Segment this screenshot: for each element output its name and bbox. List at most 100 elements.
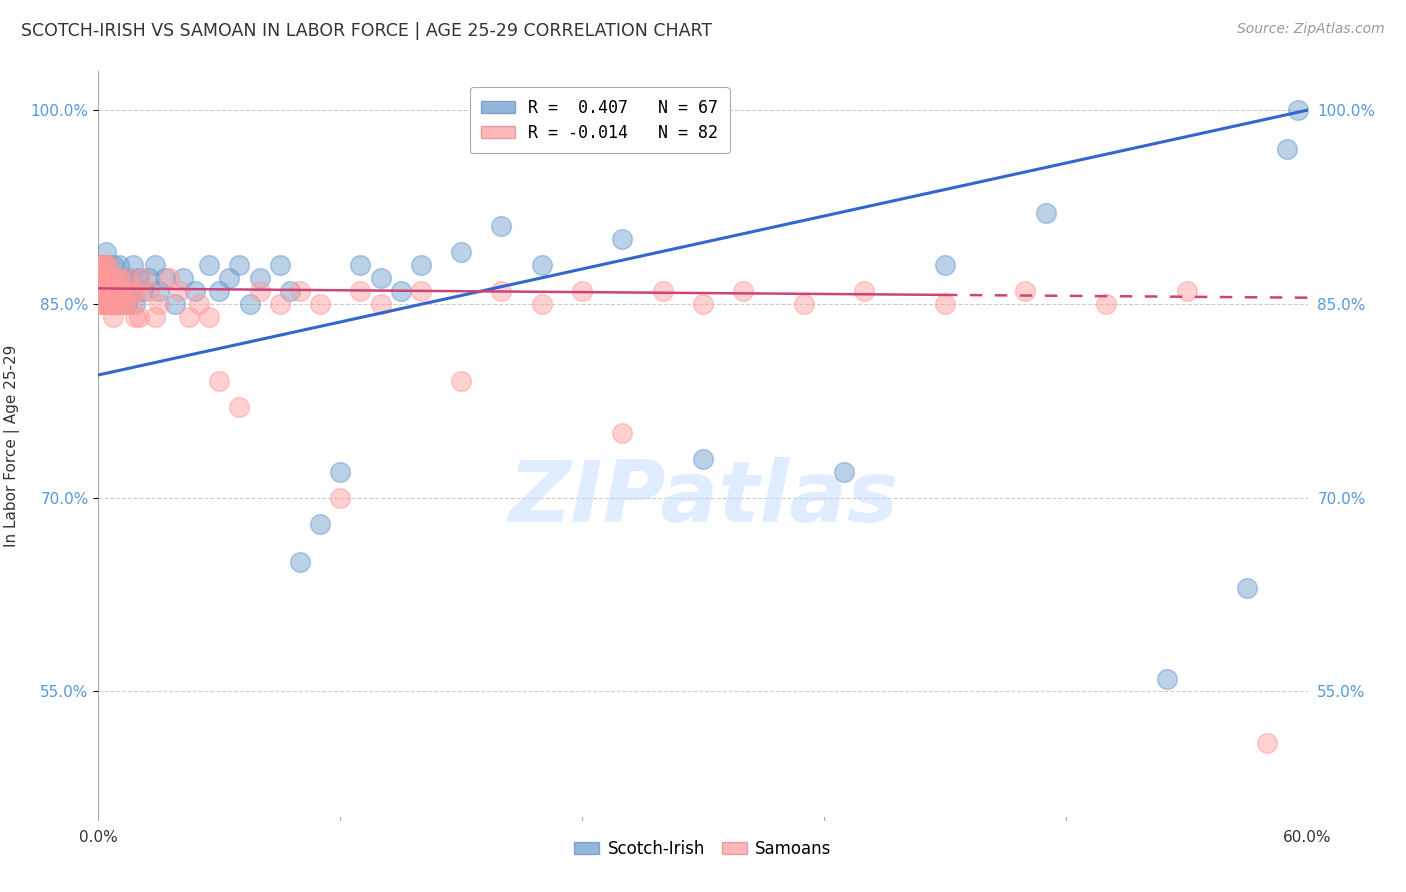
Point xyxy=(89,258,111,272)
Point xyxy=(96,271,118,285)
Point xyxy=(89,271,111,285)
Point xyxy=(97,258,120,272)
Point xyxy=(91,271,114,285)
Point xyxy=(409,258,432,272)
Point xyxy=(1256,736,1278,750)
Point xyxy=(612,232,634,246)
Point xyxy=(111,284,134,298)
Point xyxy=(105,284,128,298)
Point xyxy=(93,297,115,311)
Point xyxy=(115,297,138,311)
Point xyxy=(97,284,120,298)
Point xyxy=(692,297,714,311)
Point xyxy=(269,258,291,272)
Point xyxy=(110,297,132,311)
Point xyxy=(167,284,190,298)
Point xyxy=(530,258,553,272)
Point xyxy=(143,258,166,272)
Point xyxy=(288,284,311,298)
Point xyxy=(100,297,122,311)
Point xyxy=(491,284,513,298)
Point xyxy=(101,310,124,324)
Point xyxy=(1095,297,1118,311)
Point xyxy=(612,426,634,441)
Point xyxy=(91,271,114,285)
Point xyxy=(370,271,392,285)
Point xyxy=(93,284,115,298)
Point xyxy=(1014,284,1036,298)
Point xyxy=(124,297,146,311)
Point xyxy=(103,297,125,311)
Point xyxy=(832,465,855,479)
Point xyxy=(105,284,128,298)
Point xyxy=(101,297,124,311)
Point xyxy=(118,271,141,285)
Point xyxy=(1035,206,1057,220)
Point xyxy=(96,271,118,285)
Point xyxy=(96,245,118,260)
Legend: Scotch-Irish, Samoans: Scotch-Irish, Samoans xyxy=(568,833,838,864)
Point xyxy=(934,297,956,311)
Point xyxy=(89,271,111,285)
Point xyxy=(101,284,124,298)
Point xyxy=(89,284,111,298)
Point xyxy=(91,297,114,311)
Point xyxy=(107,297,129,311)
Point xyxy=(329,465,352,479)
Point xyxy=(110,297,132,311)
Point xyxy=(111,271,134,285)
Point xyxy=(208,284,231,298)
Point xyxy=(239,297,262,311)
Point xyxy=(103,271,125,285)
Point xyxy=(97,258,120,272)
Point xyxy=(96,297,118,311)
Point xyxy=(105,271,128,285)
Point xyxy=(93,258,115,272)
Point xyxy=(120,284,142,298)
Point xyxy=(218,271,240,285)
Point xyxy=(100,271,122,285)
Point xyxy=(115,284,138,298)
Point xyxy=(120,297,142,311)
Point xyxy=(93,258,115,272)
Point xyxy=(228,401,250,415)
Point xyxy=(101,258,124,272)
Point xyxy=(269,297,291,311)
Point xyxy=(288,555,311,569)
Point xyxy=(148,297,170,311)
Point xyxy=(491,219,513,234)
Point xyxy=(692,451,714,466)
Point xyxy=(153,271,176,285)
Point xyxy=(93,284,115,298)
Point xyxy=(96,284,118,298)
Point xyxy=(1286,103,1309,117)
Point xyxy=(103,271,125,285)
Point xyxy=(97,271,120,285)
Point xyxy=(163,297,186,311)
Y-axis label: In Labor Force | Age 25-29: In Labor Force | Age 25-29 xyxy=(4,345,20,547)
Point xyxy=(450,375,472,389)
Point xyxy=(249,284,271,298)
Point xyxy=(93,271,115,285)
Point xyxy=(172,271,194,285)
Point xyxy=(733,284,755,298)
Point xyxy=(103,284,125,298)
Point xyxy=(309,297,332,311)
Text: SCOTCH-IRISH VS SAMOAN IN LABOR FORCE | AGE 25-29 CORRELATION CHART: SCOTCH-IRISH VS SAMOAN IN LABOR FORCE | … xyxy=(21,22,713,40)
Point xyxy=(93,271,115,285)
Point xyxy=(249,271,271,285)
Point xyxy=(571,284,593,298)
Point xyxy=(1277,142,1299,156)
Point xyxy=(96,284,118,298)
Point xyxy=(1175,284,1198,298)
Point xyxy=(121,284,143,298)
Point xyxy=(107,284,129,298)
Point xyxy=(103,297,125,311)
Point xyxy=(125,284,148,298)
Point xyxy=(228,258,250,272)
Point xyxy=(198,258,221,272)
Point xyxy=(143,310,166,324)
Point xyxy=(148,284,170,298)
Point xyxy=(1156,672,1178,686)
Point xyxy=(93,284,115,298)
